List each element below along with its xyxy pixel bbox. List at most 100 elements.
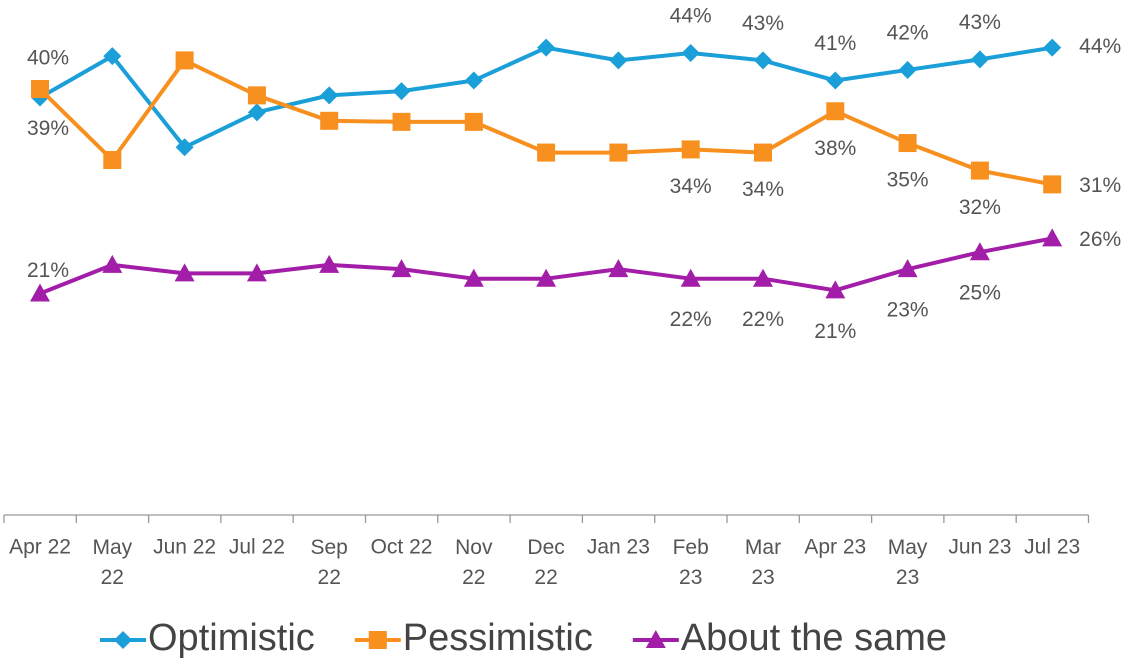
x-tick-label-line: 23 xyxy=(679,566,702,589)
x-tick-label-line: 22 xyxy=(534,566,557,589)
marker xyxy=(609,51,628,70)
marker xyxy=(897,259,918,278)
marker xyxy=(681,43,700,62)
data-label: 44% xyxy=(1079,35,1121,58)
marker xyxy=(30,283,50,302)
marker xyxy=(825,280,846,299)
data-label: 31% xyxy=(1079,174,1121,197)
data-label: 21% xyxy=(814,320,856,343)
marker xyxy=(1043,38,1062,57)
marker xyxy=(537,143,556,162)
x-tick-label: Jun 22 xyxy=(153,536,216,559)
x-tick-label: May 23 xyxy=(888,536,928,589)
data-label: 32% xyxy=(959,196,1001,219)
x-tick-label-line: 22 xyxy=(101,566,124,589)
marker xyxy=(247,86,266,105)
marker xyxy=(175,51,194,70)
marker xyxy=(31,80,49,99)
marker xyxy=(246,263,267,282)
marker xyxy=(103,47,122,66)
x-tick-label: Apr 22 xyxy=(9,536,71,559)
x-tick-label: Nov 22 xyxy=(455,536,493,589)
data-label: 22% xyxy=(670,308,712,331)
x-tick-label-line: Mar xyxy=(745,536,781,559)
data-label: 23% xyxy=(887,299,929,322)
marker xyxy=(392,112,411,131)
marker xyxy=(681,140,700,159)
x-tick-label-line: Sep xyxy=(311,536,348,559)
data-label: 22% xyxy=(742,308,784,331)
marker xyxy=(754,143,772,162)
x-tick-label-line: 23 xyxy=(751,566,774,589)
marker xyxy=(392,82,411,101)
marker xyxy=(320,86,339,105)
marker xyxy=(464,112,483,131)
marker xyxy=(970,50,989,69)
marker xyxy=(247,103,266,122)
data-label: 34% xyxy=(670,175,712,198)
marker xyxy=(1043,175,1062,194)
marker xyxy=(102,254,123,273)
data-label: 42% xyxy=(887,21,929,44)
marker xyxy=(320,111,339,130)
x-tick-label: Jul 22 xyxy=(229,536,285,559)
marker xyxy=(970,161,989,180)
x-tick-label-line: May xyxy=(888,536,928,559)
marker xyxy=(174,263,195,282)
series-line xyxy=(38,58,1053,187)
x-tick-label: Jun 23 xyxy=(948,536,1011,559)
marker xyxy=(826,102,845,121)
x-tick-label-line: 23 xyxy=(896,566,919,589)
data-label: 40% xyxy=(27,47,69,70)
x-tick-label: Dec 22 xyxy=(527,536,564,589)
x-tick-label-line: May xyxy=(92,536,132,559)
data-label: 39% xyxy=(27,117,69,140)
data-label: 26% xyxy=(1079,228,1121,251)
marker xyxy=(969,242,990,261)
x-tick-label: Sep 22 xyxy=(311,536,348,589)
marker xyxy=(753,268,773,287)
legend: Optimistic xyxy=(148,617,315,659)
marker xyxy=(463,268,484,287)
data-label: 34% xyxy=(742,178,784,201)
legend: About the same xyxy=(681,617,947,659)
data-label: 43% xyxy=(959,11,1001,34)
marker xyxy=(645,630,666,648)
x-tick-label: May 22 xyxy=(92,536,132,589)
marker xyxy=(103,151,122,170)
data-label: 44% xyxy=(670,5,712,28)
marker xyxy=(537,38,556,57)
marker xyxy=(680,268,701,287)
marker xyxy=(1042,228,1063,247)
x-tick-label: Mar 23 xyxy=(745,536,781,589)
x-tick-label-line: 22 xyxy=(318,566,341,589)
x-tick-label-line: 22 xyxy=(462,566,485,589)
marker xyxy=(608,259,629,278)
marker xyxy=(391,259,412,278)
marker xyxy=(898,60,917,79)
data-label: 38% xyxy=(814,137,856,160)
marker xyxy=(368,631,387,649)
data-label: 25% xyxy=(959,282,1001,305)
data-label: 35% xyxy=(887,169,929,192)
marker xyxy=(754,51,772,70)
marker xyxy=(609,143,628,162)
x-tick-label: Apr 23 xyxy=(804,536,866,559)
marker xyxy=(826,71,845,90)
x-tick-label-line: Nov xyxy=(455,536,493,559)
x-tick-label: Jul 23 xyxy=(1024,536,1080,559)
x-tick-label: Jan 23 xyxy=(587,536,650,559)
marker xyxy=(319,254,340,273)
data-label: 41% xyxy=(814,32,856,55)
marker xyxy=(464,71,483,90)
marker xyxy=(114,631,132,649)
legend: Pessimistic xyxy=(403,617,593,659)
marker xyxy=(898,134,917,153)
x-tick-label: Oct 22 xyxy=(371,536,433,559)
marker xyxy=(536,268,557,287)
data-label: 21% xyxy=(27,259,69,282)
x-tick-label-line: Feb xyxy=(673,536,709,559)
x-tick-label-line: Dec xyxy=(527,536,564,559)
data-label: 43% xyxy=(742,12,784,35)
